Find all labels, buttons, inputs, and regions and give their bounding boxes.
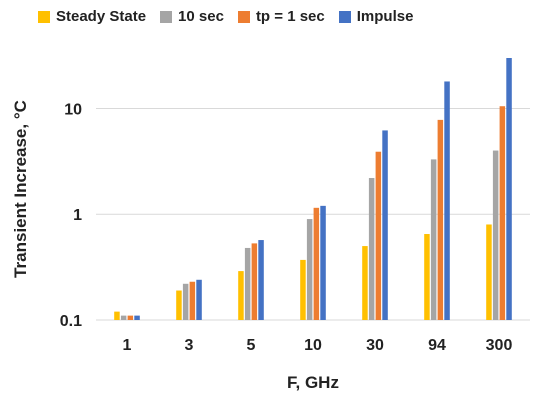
bar [444,81,450,321]
legend-swatch-tp-1-sec [237,10,250,23]
bar [258,240,264,320]
bar [382,130,388,320]
legend-label-tp-1-sec: tp = 1 sec [255,8,325,25]
bar [120,315,127,320]
y-axis-title: Transient Increase, °C [11,100,30,278]
bar [430,159,437,320]
x-tick-label: 1 [123,337,132,354]
legend: Steady State 10 sec tp = 1 sec Impulse [38,8,413,25]
legend-item-steady-state: Steady State [38,8,146,25]
bar [437,119,444,320]
y-tick-label: 0.1 [60,313,82,330]
bar [492,150,499,320]
bar [375,151,382,320]
x-axis-title: F, GHz [287,373,339,392]
bar [313,207,320,320]
bar [499,106,506,320]
legend-swatch-steady-state [38,10,50,23]
bar [134,315,140,320]
bar [251,243,258,320]
legend-swatch-10-sec [160,10,173,23]
x-tick-label: 300 [486,337,513,354]
legend-label-steady-state: Steady State [56,8,147,25]
bar [176,290,182,320]
bar [506,58,512,320]
bar [196,279,202,320]
y-tick-label: 10 [64,101,82,118]
x-tick-label: 10 [304,337,322,354]
legend-item-10-sec: 10 sec [160,8,224,25]
bar [189,281,196,320]
bar [368,178,375,320]
bar [300,259,306,320]
x-tick-label: 3 [185,337,194,354]
bar [238,271,244,320]
bar [362,246,368,320]
legend-label-impulse: Impulse [356,8,414,25]
bar [114,311,120,320]
x-tick-label: 30 [366,337,384,354]
bar [182,283,189,320]
legend-label-10-sec: 10 sec [178,8,224,25]
x-tick-label: 94 [428,337,446,354]
x-tick-label: 5 [247,337,256,354]
bar [127,315,134,320]
y-tick-label: 1 [73,207,82,224]
bar [320,205,326,320]
bar [244,247,251,320]
bar [486,224,492,320]
legend-item-impulse: Impulse [338,8,414,25]
legend-swatch-impulse [338,10,351,23]
bar [306,219,313,320]
legend-item-tp-1-sec: tp = 1 sec [237,8,325,25]
bar [424,234,430,320]
